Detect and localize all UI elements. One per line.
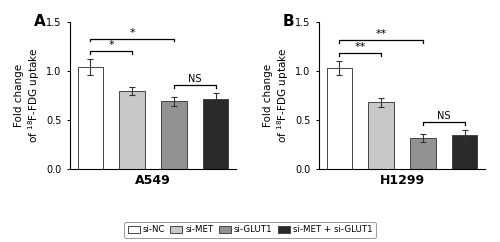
Bar — [162, 101, 186, 169]
Text: **: ** — [376, 30, 386, 39]
Text: A: A — [34, 15, 45, 29]
Bar — [204, 98, 229, 169]
Text: NS: NS — [437, 111, 450, 121]
Bar — [452, 135, 477, 169]
Y-axis label: Fold change
of $^{18}$F-FDG uptake: Fold change of $^{18}$F-FDG uptake — [14, 48, 42, 143]
Text: *: * — [108, 40, 114, 50]
Bar — [326, 68, 351, 169]
Bar — [410, 138, 436, 169]
Text: **: ** — [354, 42, 366, 52]
Text: B: B — [282, 15, 294, 29]
X-axis label: A549: A549 — [135, 174, 171, 187]
X-axis label: H1299: H1299 — [380, 174, 424, 187]
Bar — [120, 91, 144, 169]
Text: *: * — [129, 28, 135, 38]
Y-axis label: Fold change
of $^{18}$F-FDG uptake: Fold change of $^{18}$F-FDG uptake — [263, 48, 291, 143]
Legend: si-NC, si-MET, si-GLUT1, si-MET + si-GLUT1: si-NC, si-MET, si-GLUT1, si-MET + si-GLU… — [124, 222, 376, 238]
Bar — [78, 67, 102, 169]
Text: NS: NS — [188, 74, 202, 84]
Bar — [368, 102, 394, 169]
